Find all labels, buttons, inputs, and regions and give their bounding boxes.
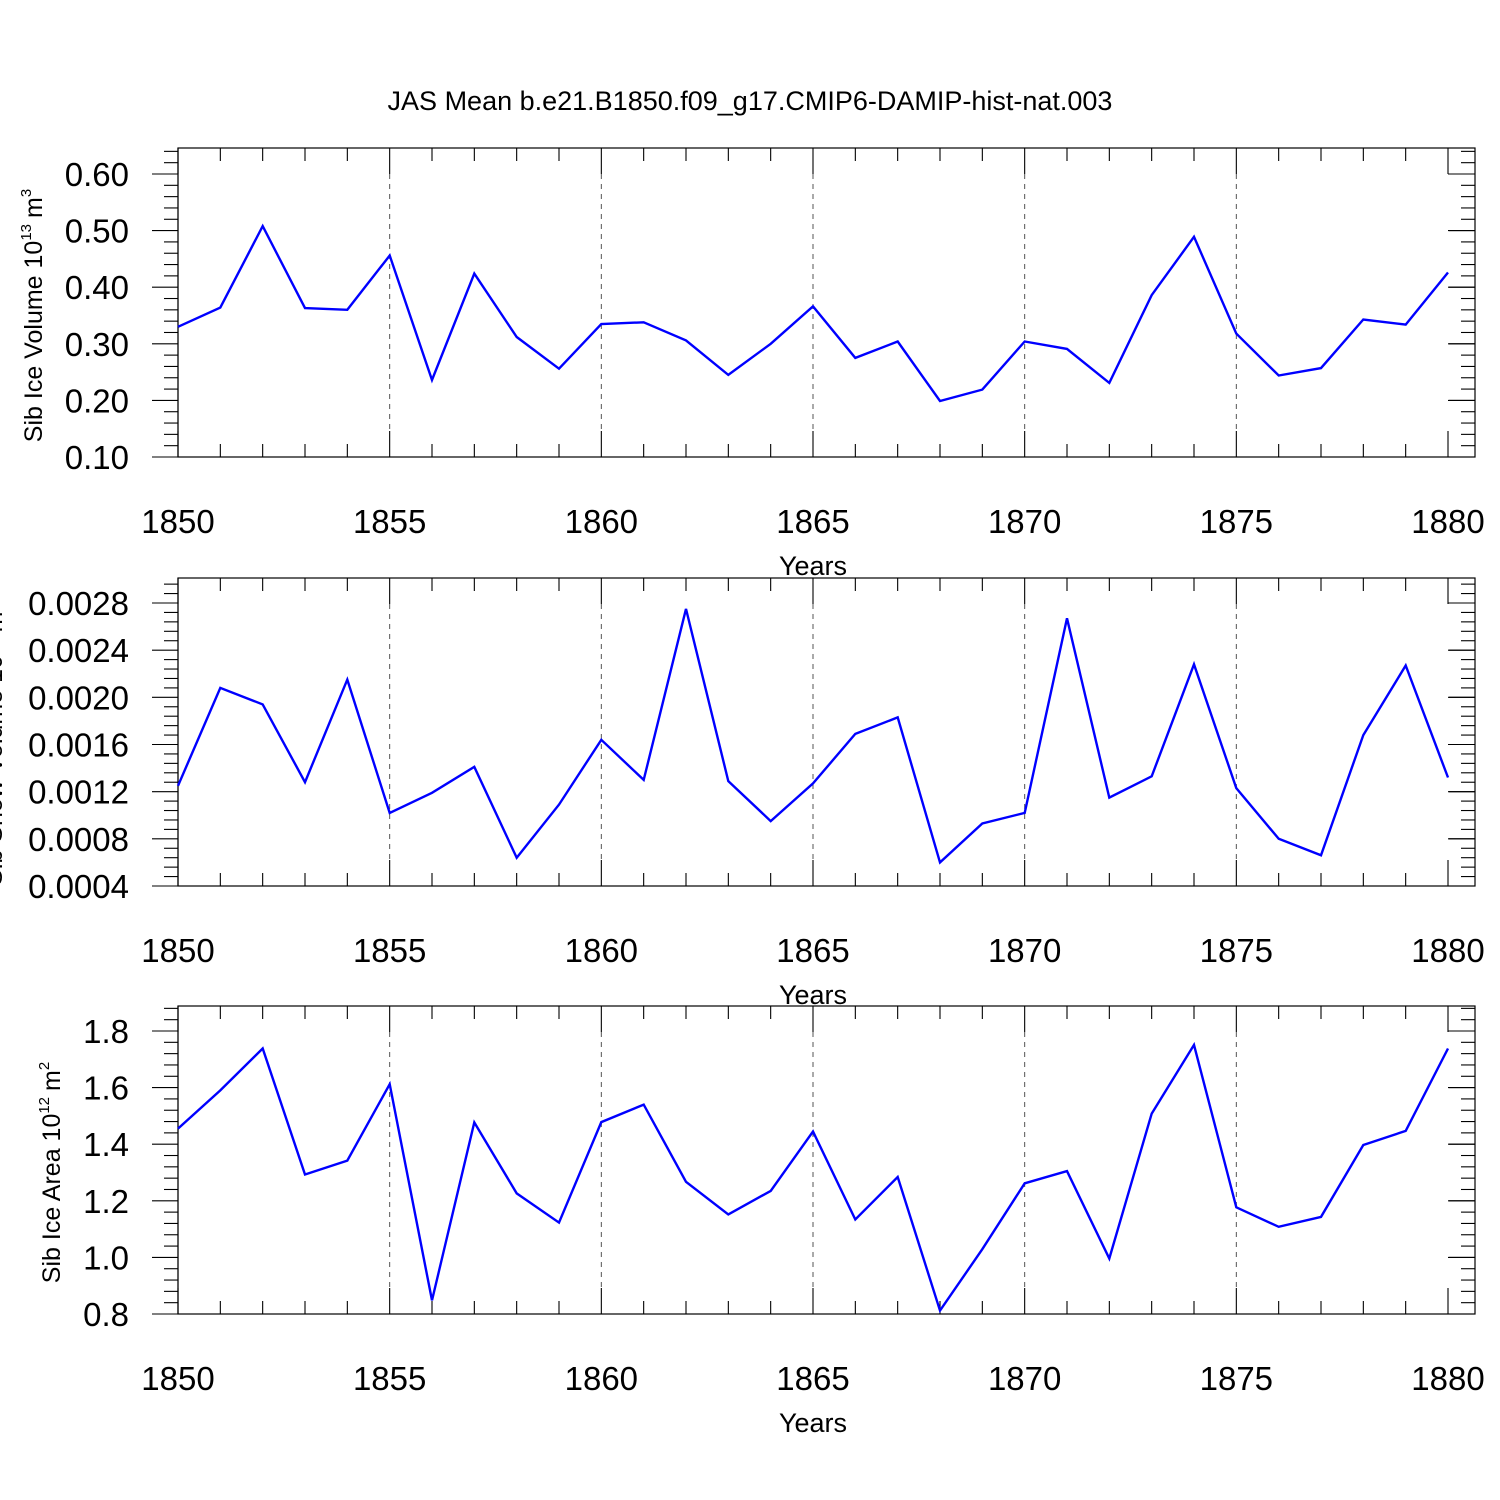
- x-tick-label: 1880: [1411, 1360, 1484, 1397]
- x-axis-label: Years: [779, 980, 847, 1010]
- x-tick-label: 1860: [565, 503, 638, 540]
- y-tick-label: 0.0008: [28, 821, 129, 858]
- y-label-text: Sib Ice Volume 10: [20, 241, 48, 443]
- y-tick-label: 0.50: [65, 213, 129, 250]
- y-tick-label: 1.0: [83, 1239, 129, 1276]
- x-tick-label: 1875: [1200, 503, 1273, 540]
- y-tick-label: 0.20: [65, 382, 129, 419]
- y-tick-label: 0.30: [65, 326, 129, 363]
- x-tick-label: 1870: [988, 1360, 1061, 1397]
- y-label-unit: m: [38, 1070, 66, 1091]
- y-tick-label: 0.0024: [28, 632, 129, 669]
- figure-title: JAS Mean b.e21.B1850.f09_g17.CMIP6-DAMIP…: [388, 86, 1113, 116]
- y-axis-label: Sib Ice Volume 1013 m3: [18, 189, 48, 442]
- x-tick-label: 1850: [141, 1360, 214, 1397]
- y-tick-label: 1.4: [83, 1126, 129, 1163]
- y-tick-label: 1.8: [83, 1013, 129, 1050]
- panel-3: 1850 1855 1860 1865 1870 1875 1880 0.8 1.0 1.2 1.4…: [36, 1005, 1485, 1438]
- y-label-text: Sib Snow Volume 10: [0, 655, 8, 886]
- panel-1: 1850 1855 1860 1865 1870 1875 1880 0.10 0.20 0.30…: [18, 147, 1485, 581]
- y-axis-label: Sib Snow Volume 1013m3: [0, 603, 8, 886]
- x-tick-label: 1860: [565, 932, 638, 969]
- panels: 1850 1855 1860 1865 1870 1875 1880 0.10 0.20 0.30…: [0, 147, 1485, 1438]
- panel-2: 1850 1855 1860 1865 1870 1875 1880 0.0004 0.0008…: [0, 577, 1485, 1010]
- x-tick-label: 1880: [1411, 932, 1484, 969]
- series-line: [177, 1041, 1450, 1314]
- y-tick-label: 1.2: [83, 1183, 129, 1220]
- y-tick-label: 0.0020: [28, 679, 129, 716]
- x-tick-label: 1865: [776, 503, 849, 540]
- y-tick-label: 1.6: [83, 1070, 129, 1107]
- x-tick-label: 1880: [1411, 503, 1484, 540]
- x-tick-label: 1860: [565, 1360, 638, 1397]
- y-label-exponent: 12: [36, 1097, 53, 1114]
- y-label-text: Sib Ice Area 10: [38, 1114, 66, 1284]
- x-tick-label: 1870: [988, 932, 1061, 969]
- y-axis-label: Sib Ice Area 1012 m2: [36, 1062, 66, 1283]
- x-tick-label: 1855: [353, 932, 426, 969]
- x-axis-label: Years: [779, 551, 847, 581]
- x-tick-label: 1875: [1200, 1360, 1273, 1397]
- x-tick-label: 1855: [353, 1360, 426, 1397]
- series-line: [177, 223, 1449, 403]
- x-axis-label: Years: [779, 1408, 847, 1438]
- y-label-unit-exponent: 3: [18, 189, 35, 197]
- y-tick-label: 0.0016: [28, 727, 129, 764]
- x-tick-label: 1865: [776, 1360, 849, 1397]
- y-label-unit: m: [0, 612, 8, 633]
- x-tick-label: 1855: [353, 503, 426, 540]
- x-tick-label: 1870: [988, 503, 1061, 540]
- y-tick-label: 0.0012: [28, 774, 129, 811]
- y-tick-label: 0.60: [65, 156, 129, 193]
- y-label-unit-exponent: 2: [36, 1062, 53, 1070]
- y-tick-label: 0.8: [83, 1296, 129, 1333]
- y-label-unit: m: [20, 197, 48, 218]
- x-tick-label: 1850: [141, 503, 214, 540]
- x-tick-label: 1875: [1200, 932, 1273, 969]
- plot-frame: [177, 147, 1476, 458]
- y-label-exponent: 13: [18, 224, 35, 241]
- x-tick-label: 1865: [776, 932, 849, 969]
- x-tick-label: 1850: [141, 932, 214, 969]
- y-tick-label: 0.40: [65, 269, 129, 306]
- y-tick-label: 0.0004: [28, 868, 129, 905]
- y-tick-label: 0.0028: [28, 585, 129, 622]
- y-tick-label: 0.10: [65, 439, 129, 476]
- series-line: [176, 608, 1450, 865]
